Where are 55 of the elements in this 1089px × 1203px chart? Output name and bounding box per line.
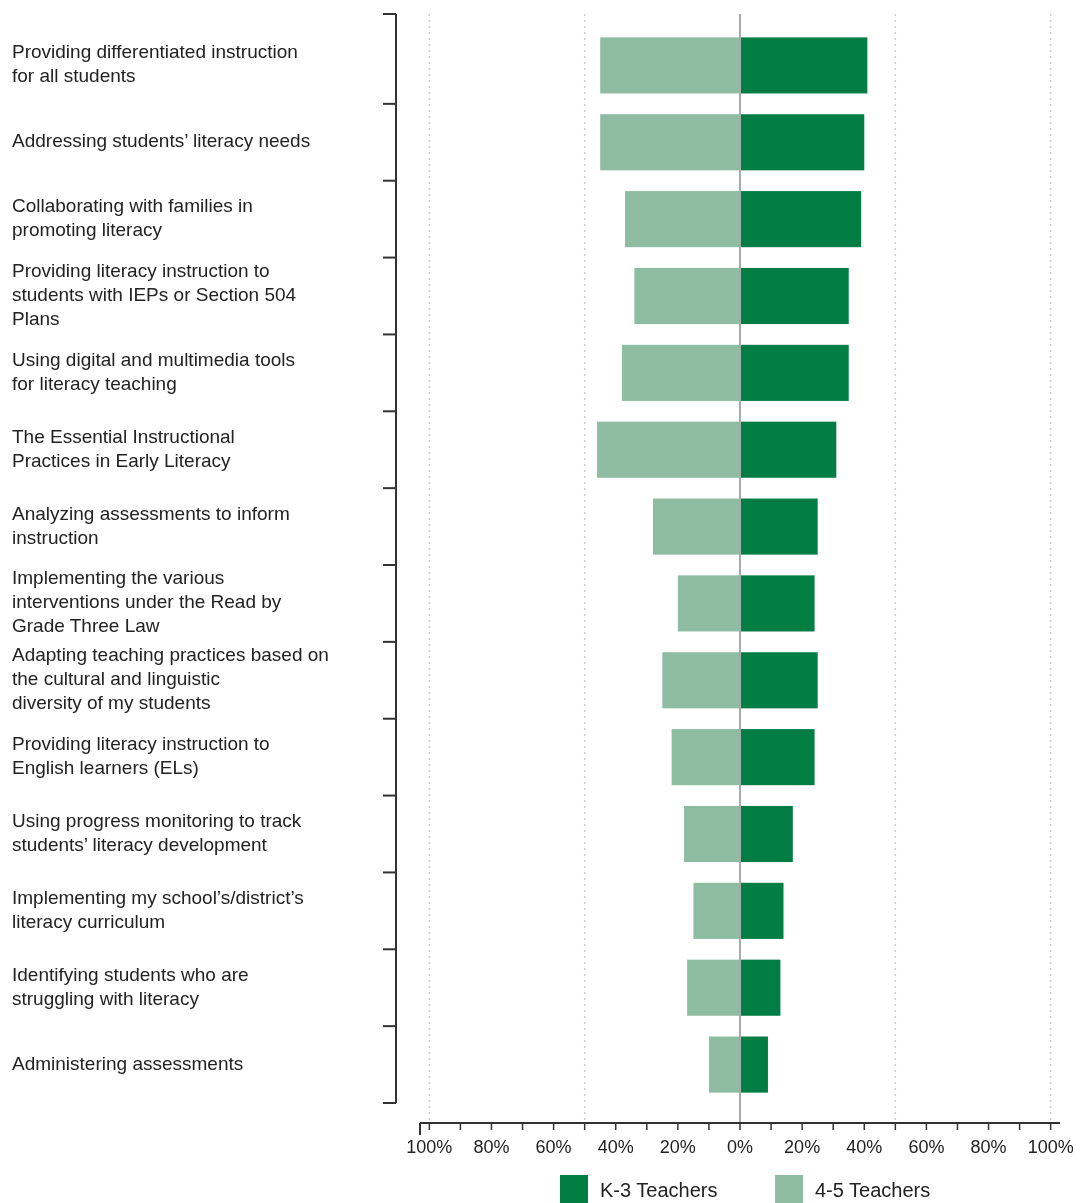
y-tick-label: Implementing my school’s/district’s literacy curriculum xyxy=(12,886,304,932)
y-tick-label: Identifying students who are struggling with literacy xyxy=(12,963,249,1009)
y-tick-label: Using digital and multimedia tools for literacy teaching xyxy=(12,348,296,394)
y-tick-label: Adapting teaching practices based on the cultural and linguistic diversity of my students xyxy=(12,644,329,714)
bar xyxy=(634,267,740,325)
bar xyxy=(740,1036,768,1093)
bar xyxy=(600,37,740,94)
bar xyxy=(740,37,868,94)
y-tick-label: Implementing the various interventions under the Read by Grade Three Law xyxy=(12,567,282,637)
x-tick-label: 100% xyxy=(1027,1137,1074,1157)
legend-label: 4-5 Teachers xyxy=(815,1179,931,1201)
bar xyxy=(662,652,740,709)
x-tick-label: 0% xyxy=(726,1137,754,1157)
bar xyxy=(600,114,740,171)
x-tick-label: 20% xyxy=(659,1137,696,1157)
x-tick-label: 20% xyxy=(784,1137,821,1157)
bar xyxy=(597,421,740,478)
x-tick-label: 100% xyxy=(406,1137,453,1157)
bar xyxy=(740,421,837,478)
bar xyxy=(740,344,849,401)
y-tick-label: The Essential Instructional Practices in Early Literacy xyxy=(12,425,235,471)
bar xyxy=(653,498,740,555)
bar xyxy=(740,191,862,248)
x-tick-label: 40% xyxy=(846,1137,883,1157)
bar xyxy=(684,805,740,863)
x-tick-label: 80% xyxy=(970,1137,1007,1157)
x-tick-label: 60% xyxy=(535,1137,572,1157)
bar xyxy=(708,1036,740,1093)
bar xyxy=(740,267,849,325)
y-tick-label: Collaborating with families in promoting literacy xyxy=(12,195,253,241)
y-tick-label: Providing literacy instruction to English learners (ELs) xyxy=(12,733,270,779)
bar xyxy=(625,191,740,248)
y-tick-label: Administering assessments xyxy=(12,1052,244,1074)
y-tick-label: Providing literacy instruction to students with IEPs or Section 504 Plans xyxy=(12,260,297,330)
x-tick-label: 60% xyxy=(908,1137,945,1157)
bar xyxy=(671,729,740,786)
y-tick-label: Analyzing assessments to inform instruction xyxy=(12,502,290,548)
y-tick-label: Providing differentiated instruction for all students xyxy=(12,41,298,87)
bar xyxy=(677,575,740,632)
bar xyxy=(693,882,740,939)
bar xyxy=(740,729,815,786)
bar xyxy=(740,575,815,632)
legend-label: K-3 Teachers xyxy=(600,1179,718,1201)
y-tick-label: Using progress monitoring to track students’ literacy development xyxy=(12,810,302,856)
y-tick-label: Addressing students’ literacy needs xyxy=(12,130,311,152)
bar xyxy=(740,114,865,171)
bar xyxy=(740,498,818,555)
bar xyxy=(740,652,818,709)
bar xyxy=(740,959,781,1016)
bar xyxy=(740,805,793,863)
bar xyxy=(740,882,784,939)
x-tick-label: 80% xyxy=(473,1137,510,1157)
bar xyxy=(621,344,740,401)
x-tick-label: 40% xyxy=(597,1137,634,1157)
bar xyxy=(687,959,740,1016)
